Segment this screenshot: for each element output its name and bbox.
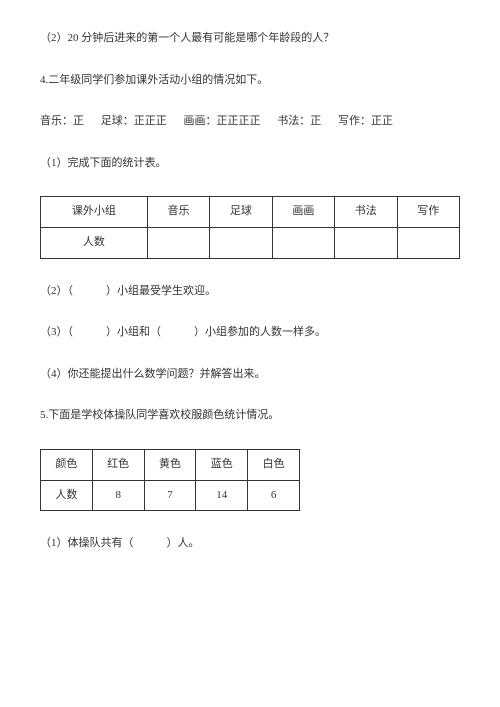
tally-drawing-label: 画画：: [184, 115, 217, 127]
tally-music-marks: 正: [73, 115, 84, 127]
tally-line: 音乐：正 足球：正正正 画画：正正正正 书法：正 写作：正正: [40, 113, 460, 131]
table-row: 颜色 红色 黄色 蓝色 白色: [41, 449, 300, 480]
tally-writing-marks: 正正: [371, 115, 393, 127]
tally-football-marks: 正正正: [134, 115, 167, 127]
activity-table: 课外小组 音乐 足球 画画 书法 写作 人数: [40, 196, 460, 258]
table-cell: [210, 227, 272, 258]
table-header: 足球: [210, 197, 272, 228]
table-header: 蓝色: [196, 449, 248, 480]
table-cell: 7: [144, 480, 196, 511]
table-header: 颜色: [41, 449, 93, 480]
tally-calligraphy-marks: 正: [310, 115, 321, 127]
table-row-label: 人数: [41, 480, 93, 511]
question-4-2: （2）（ ）小组最受学生欢迎。: [40, 283, 460, 301]
question-4-4: （4）你还能提出什么数学问题？并解答出来。: [40, 366, 460, 384]
table-row: 人数 8 7 14 6: [41, 480, 300, 511]
table-header: 课外小组: [41, 197, 148, 228]
table-header: 红色: [92, 449, 144, 480]
color-table: 颜色 红色 黄色 蓝色 白色 人数 8 7 14 6: [40, 449, 300, 511]
table-header: 书法: [335, 197, 397, 228]
table-header: 音乐: [147, 197, 209, 228]
tally-calligraphy-label: 书法：: [277, 115, 310, 127]
tally-drawing-marks: 正正正正: [217, 115, 261, 127]
question-2: （2）20 分钟后进来的第一个人最有可能是哪个年龄段的人？: [40, 30, 460, 48]
table-row-label: 人数: [41, 227, 148, 258]
question-4-intro: 4.二年级同学们参加课外活动小组的情况如下。: [40, 72, 460, 90]
table-row: 课外小组 音乐 足球 画画 书法 写作: [41, 197, 460, 228]
table-cell: 8: [92, 480, 144, 511]
table-header: 黄色: [144, 449, 196, 480]
table-header: 写作: [397, 197, 460, 228]
table-cell: [335, 227, 397, 258]
question-4-1: （1）完成下面的统计表。: [40, 155, 460, 173]
question-5-intro: 5.下面是学校体操队同学喜欢校服颜色统计情况。: [40, 407, 460, 425]
table-row: 人数: [41, 227, 460, 258]
table-cell: [147, 227, 209, 258]
tally-football-label: 足球：: [101, 115, 134, 127]
tally-music-label: 音乐：: [40, 115, 73, 127]
table-cell: [397, 227, 460, 258]
table-cell: 6: [248, 480, 300, 511]
tally-writing-label: 写作：: [338, 115, 371, 127]
table-cell: 14: [196, 480, 248, 511]
table-cell: [272, 227, 334, 258]
question-5-1: （1）体操队共有（ ）人。: [40, 535, 460, 553]
table-header: 画画: [272, 197, 334, 228]
table-header: 白色: [248, 449, 300, 480]
question-4-3: （3）（ ）小组和（ ）小组参加的人数一样多。: [40, 324, 460, 342]
